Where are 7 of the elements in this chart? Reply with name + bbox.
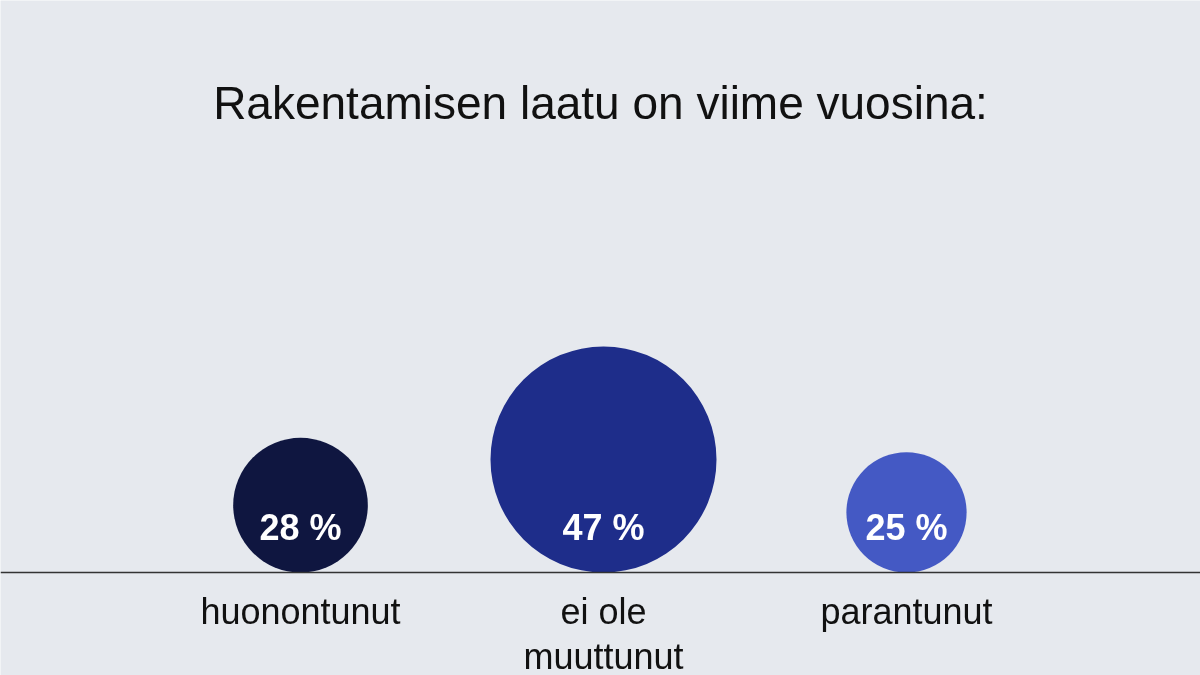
category-label: parantunut <box>820 590 993 632</box>
category-label: ei ole muuttunut <box>523 590 684 675</box>
category-label: huonontunut <box>200 590 401 632</box>
text: Rakentamisen laatu on viime vuosina: <box>213 76 988 129</box>
data-label: 28 % <box>259 507 342 548</box>
data-label: 47 % <box>562 507 645 548</box>
data-label: 25 % <box>865 507 948 548</box>
